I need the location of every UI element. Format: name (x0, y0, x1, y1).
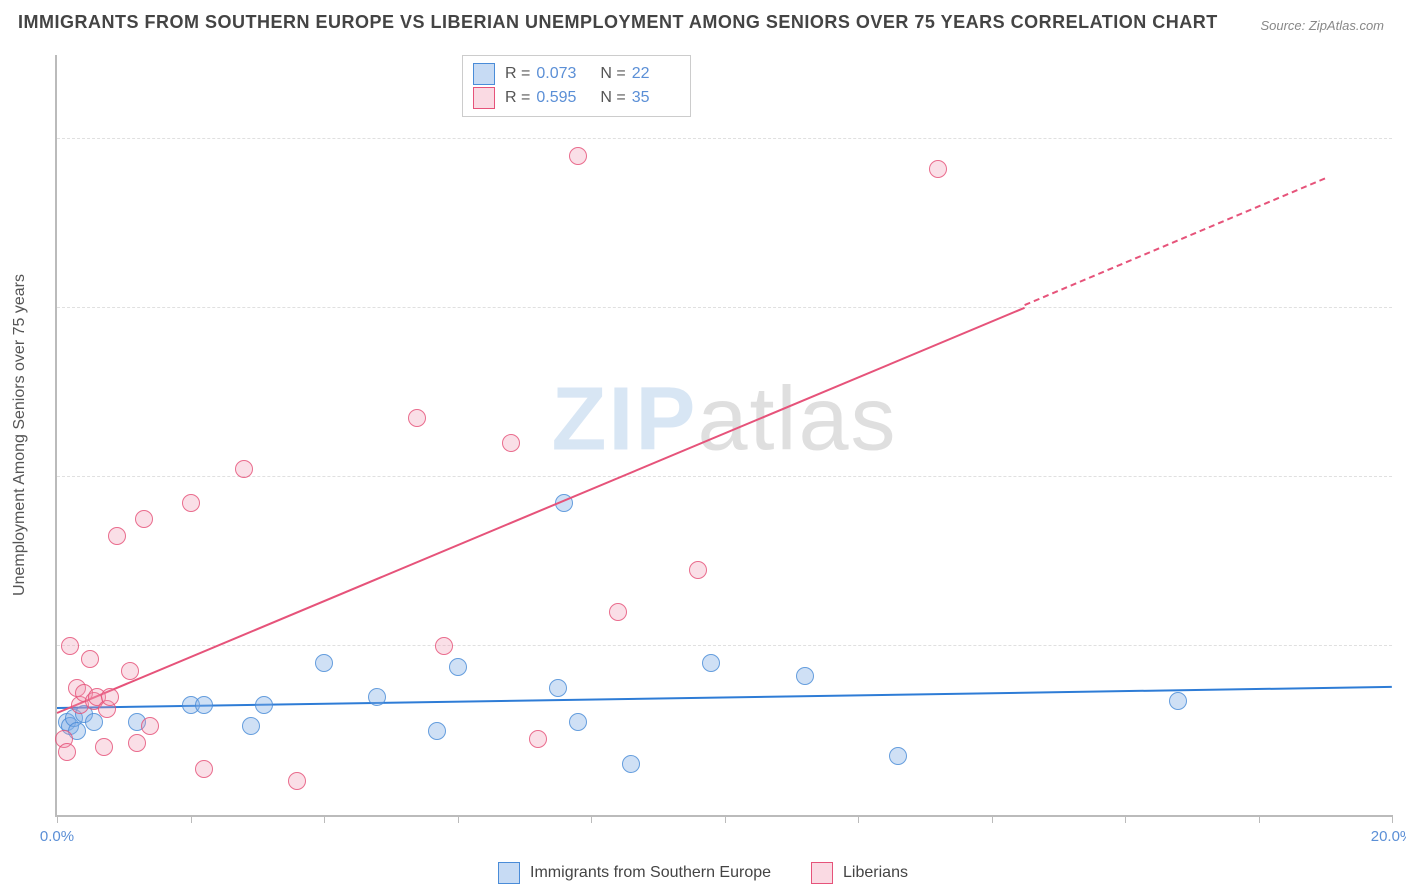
stats-legend: R = 0.073 N = 22 R = 0.595 N = 35 (462, 55, 691, 117)
plot-area: ZIPatlas R = 0.073 N = 22 R = 0.595 N = … (55, 55, 1392, 817)
data-point-blue (569, 713, 587, 731)
data-point-pink (95, 738, 113, 756)
data-point-pink (235, 460, 253, 478)
data-point-pink (288, 772, 306, 790)
x-tick (1392, 815, 1393, 823)
n-value-blue: 22 (632, 62, 650, 86)
data-point-pink (195, 760, 213, 778)
swatch-pink-icon (811, 862, 833, 884)
x-tick (1259, 815, 1260, 823)
n-label: N = (600, 86, 625, 110)
n-label: N = (600, 62, 625, 86)
data-point-blue (449, 658, 467, 676)
data-point-pink (141, 717, 159, 735)
r-value-blue: 0.073 (536, 62, 576, 86)
data-point-pink (135, 510, 153, 528)
data-point-blue (315, 654, 333, 672)
y-tick-label: 40.0% (1402, 452, 1406, 469)
data-point-pink (61, 637, 79, 655)
data-point-pink (689, 561, 707, 579)
data-point-pink (435, 637, 453, 655)
series-legend: Immigrants from Southern Europe Liberian… (0, 862, 1406, 884)
x-tick-label: 20.0% (1371, 828, 1406, 845)
r-value-pink: 0.595 (536, 86, 576, 110)
data-point-blue (255, 696, 273, 714)
data-point-blue (622, 755, 640, 773)
x-tick (191, 815, 192, 823)
data-point-blue (1169, 692, 1187, 710)
y-axis-label: Unemployment Among Seniors over 75 years (11, 274, 29, 596)
x-tick (725, 815, 726, 823)
y-tick-label: 20.0% (1402, 621, 1406, 638)
stats-row-pink: R = 0.595 N = 35 (473, 86, 674, 110)
data-point-pink (609, 603, 627, 621)
data-point-pink (81, 650, 99, 668)
chart-title: IMMIGRANTS FROM SOUTHERN EUROPE VS LIBER… (18, 12, 1218, 33)
data-point-blue (428, 722, 446, 740)
data-point-pink (101, 688, 119, 706)
data-point-blue (549, 679, 567, 697)
legend-label-blue: Immigrants from Southern Europe (530, 864, 771, 882)
swatch-blue-icon (498, 862, 520, 884)
data-point-pink (108, 527, 126, 545)
data-point-pink (58, 743, 76, 761)
data-point-blue (242, 717, 260, 735)
x-tick (1125, 815, 1126, 823)
gridline (57, 307, 1392, 308)
data-point-blue (796, 667, 814, 685)
data-point-pink (408, 409, 426, 427)
data-point-pink (121, 662, 139, 680)
x-tick (591, 815, 592, 823)
gridline (57, 476, 1392, 477)
r-label: R = (505, 62, 530, 86)
trendline-pink (57, 306, 1026, 713)
y-tick-label: 60.0% (1402, 283, 1406, 300)
n-value-pink: 35 (632, 86, 650, 110)
trendline-pink (1024, 178, 1326, 308)
x-tick (858, 815, 859, 823)
gridline (57, 645, 1392, 646)
x-tick (992, 815, 993, 823)
legend-item-blue: Immigrants from Southern Europe (498, 862, 771, 884)
x-tick (57, 815, 58, 823)
source-label: Source: ZipAtlas.com (1260, 18, 1384, 33)
swatch-blue-icon (473, 63, 495, 85)
r-label: R = (505, 86, 530, 110)
x-tick-label: 0.0% (40, 828, 74, 845)
data-point-pink (569, 147, 587, 165)
y-tick-label: 80.0% (1402, 114, 1406, 131)
legend-label-pink: Liberians (843, 864, 908, 882)
data-point-pink (182, 494, 200, 512)
data-point-pink (529, 730, 547, 748)
x-tick (458, 815, 459, 823)
data-point-blue (195, 696, 213, 714)
data-point-pink (929, 160, 947, 178)
y-axis-label-container: Unemployment Among Seniors over 75 years (0, 55, 40, 815)
data-point-pink (502, 434, 520, 452)
x-tick (324, 815, 325, 823)
stats-row-blue: R = 0.073 N = 22 (473, 62, 674, 86)
gridline (57, 138, 1392, 139)
swatch-pink-icon (473, 87, 495, 109)
legend-item-pink: Liberians (811, 862, 908, 884)
data-point-blue (368, 688, 386, 706)
data-point-blue (889, 747, 907, 765)
data-point-blue (702, 654, 720, 672)
data-point-pink (128, 734, 146, 752)
